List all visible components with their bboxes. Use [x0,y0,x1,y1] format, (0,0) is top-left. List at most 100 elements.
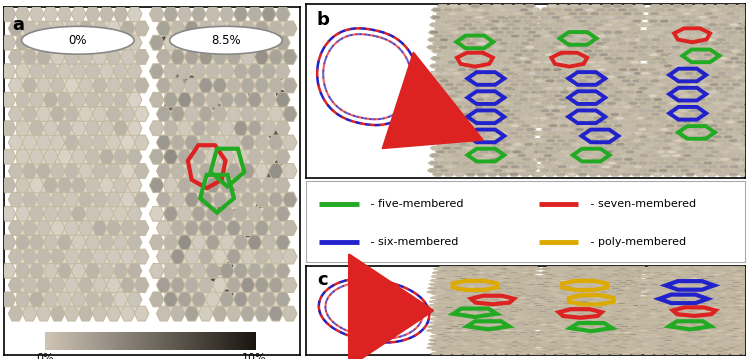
Ellipse shape [554,301,562,302]
Ellipse shape [516,125,520,126]
Ellipse shape [716,140,722,142]
Ellipse shape [622,105,630,107]
Ellipse shape [466,127,472,129]
Ellipse shape [626,345,633,346]
Ellipse shape [719,75,727,77]
Ellipse shape [615,319,620,320]
Ellipse shape [167,123,172,127]
Ellipse shape [706,330,712,331]
Ellipse shape [621,285,628,286]
Ellipse shape [612,38,616,39]
Ellipse shape [266,172,276,181]
Ellipse shape [164,102,174,111]
Ellipse shape [607,353,613,354]
Ellipse shape [608,43,616,46]
Ellipse shape [667,333,671,334]
Ellipse shape [458,29,464,31]
Ellipse shape [437,322,442,323]
Ellipse shape [521,308,528,309]
Ellipse shape [588,337,592,338]
Ellipse shape [586,288,591,289]
Ellipse shape [711,120,719,122]
Ellipse shape [463,38,467,39]
Ellipse shape [574,78,578,79]
Ellipse shape [465,144,471,146]
Ellipse shape [551,171,559,173]
Ellipse shape [210,158,218,165]
Ellipse shape [678,15,685,18]
Ellipse shape [498,318,507,319]
Ellipse shape [646,292,653,293]
Ellipse shape [712,155,716,157]
Ellipse shape [447,88,455,90]
Ellipse shape [703,293,710,294]
Ellipse shape [732,328,741,330]
Ellipse shape [511,142,515,144]
Ellipse shape [684,82,688,84]
Ellipse shape [675,117,679,118]
Ellipse shape [683,111,688,112]
Ellipse shape [275,50,280,55]
Ellipse shape [561,95,570,98]
Ellipse shape [688,17,692,18]
Ellipse shape [696,26,701,27]
Ellipse shape [580,88,585,90]
Ellipse shape [462,285,468,286]
Ellipse shape [669,29,676,31]
Ellipse shape [599,327,608,328]
Ellipse shape [634,286,642,288]
Ellipse shape [615,17,621,19]
Ellipse shape [667,296,674,297]
Ellipse shape [211,102,221,111]
Ellipse shape [459,314,464,315]
Ellipse shape [698,128,703,129]
Ellipse shape [574,338,579,339]
Bar [438,7,534,174]
Ellipse shape [488,318,492,319]
Ellipse shape [224,262,233,271]
Ellipse shape [565,293,572,294]
Ellipse shape [707,35,715,37]
Ellipse shape [464,110,469,111]
Ellipse shape [499,340,502,341]
Ellipse shape [470,283,476,284]
Ellipse shape [222,289,233,299]
Ellipse shape [581,16,585,17]
Ellipse shape [595,300,604,301]
Ellipse shape [215,201,226,210]
Ellipse shape [549,336,556,337]
Ellipse shape [582,290,590,291]
Ellipse shape [695,292,702,293]
Ellipse shape [493,307,500,308]
Ellipse shape [508,163,515,165]
Ellipse shape [634,127,640,129]
Ellipse shape [520,284,529,286]
Ellipse shape [462,139,468,141]
Ellipse shape [439,77,446,79]
Ellipse shape [479,337,485,338]
Ellipse shape [507,24,513,26]
Ellipse shape [663,132,669,134]
Bar [164,21,288,314]
Ellipse shape [697,294,704,295]
Ellipse shape [214,267,223,275]
Ellipse shape [728,351,735,353]
Ellipse shape [516,323,522,325]
Text: a: a [13,16,25,34]
Ellipse shape [574,31,580,33]
Ellipse shape [614,34,619,36]
Ellipse shape [698,320,705,321]
Ellipse shape [728,166,734,168]
Ellipse shape [453,275,457,276]
Ellipse shape [719,285,727,286]
Ellipse shape [717,335,725,336]
Ellipse shape [630,32,635,34]
Text: - poly-membered: - poly-membered [586,237,686,247]
Ellipse shape [452,41,460,43]
Ellipse shape [478,33,486,35]
Ellipse shape [492,304,499,305]
Ellipse shape [571,276,576,277]
Ellipse shape [450,278,456,279]
Ellipse shape [224,294,230,300]
Ellipse shape [268,130,279,140]
